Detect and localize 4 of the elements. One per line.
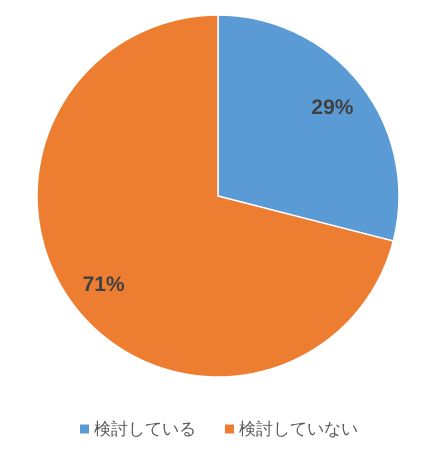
legend-label: 検討していない bbox=[239, 420, 358, 438]
legend-label: 検討している bbox=[94, 420, 196, 438]
data-label: 29% bbox=[311, 96, 354, 119]
data-label: 71% bbox=[82, 273, 125, 296]
